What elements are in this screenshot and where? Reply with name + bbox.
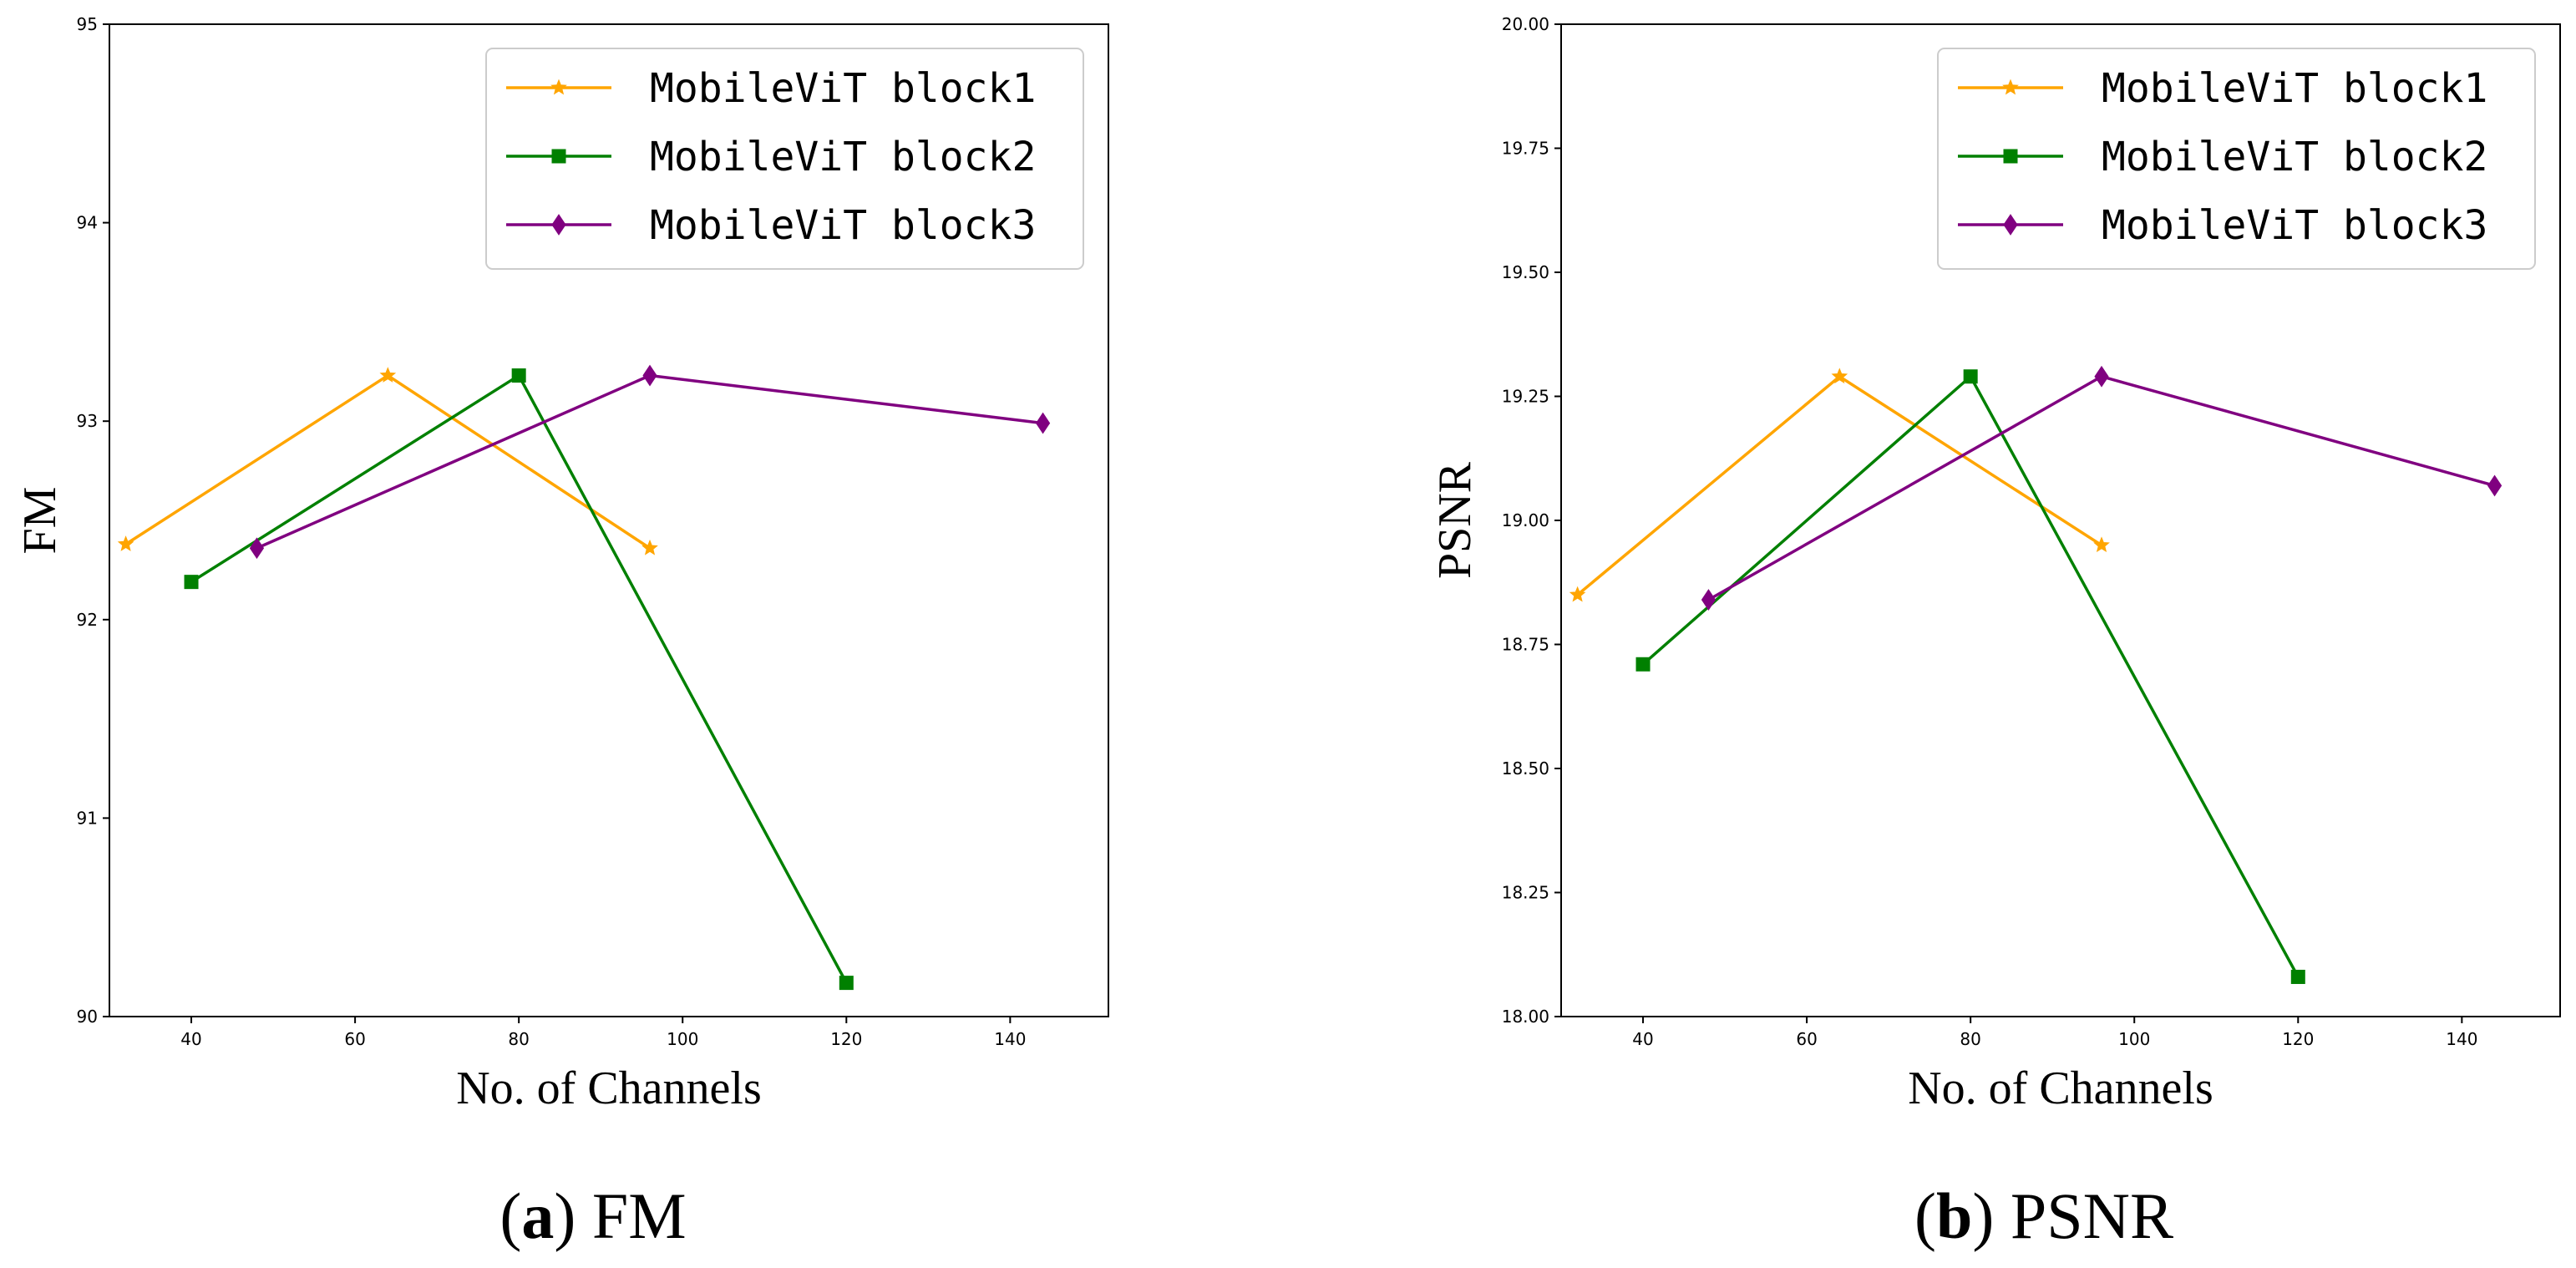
y-tick-label: 90 bbox=[77, 1007, 98, 1027]
data-point-block3 bbox=[642, 364, 657, 387]
y-tick-label: 93 bbox=[77, 411, 98, 431]
series-line-block1 bbox=[1576, 374, 2102, 596]
series-line-block2 bbox=[190, 373, 848, 984]
x-tick-label: 60 bbox=[1796, 1029, 1817, 1049]
x-tick-label: 120 bbox=[2282, 1029, 2314, 1049]
x-tick-label: 140 bbox=[2446, 1029, 2477, 1049]
data-point-block3 bbox=[2094, 365, 2109, 388]
legend-box bbox=[485, 48, 1084, 270]
chart-panel-fm: 40 60 80 100 120 140 90 91 92 93 94 95 No. of Channe… bbox=[14, 14, 1109, 1114]
legend-box bbox=[1937, 48, 2536, 270]
caption-a: (a) FM bbox=[499, 1179, 686, 1252]
x-tick-label: 80 bbox=[508, 1029, 529, 1049]
legend-entry-label: MobileViT block3 bbox=[650, 202, 1036, 249]
y-tick-label: 19.00 bbox=[1502, 510, 1549, 530]
series-line-block2 bbox=[1641, 373, 2300, 978]
legend-entry-label: MobileViT block1 bbox=[2102, 65, 2487, 112]
x-tick-label: 80 bbox=[1960, 1029, 1980, 1049]
data-point-block1 bbox=[641, 539, 658, 555]
x-tick-label: 40 bbox=[1632, 1029, 1653, 1049]
data-point-block1 bbox=[2093, 536, 2110, 553]
data-point-block1 bbox=[117, 535, 134, 551]
series-line-block1 bbox=[124, 373, 651, 550]
data-point-block2 bbox=[1635, 657, 1651, 672]
x-axis-label: No. of Channels bbox=[456, 1063, 762, 1114]
y-tick-label: 20.00 bbox=[1502, 14, 1549, 34]
legend-marker bbox=[2002, 79, 2019, 95]
y-tick-label: 18.50 bbox=[1502, 758, 1549, 779]
y-tick-label: 19.50 bbox=[1502, 262, 1549, 282]
data-point-block1 bbox=[1831, 368, 1848, 384]
y-tick-label: 19.75 bbox=[1502, 139, 1549, 159]
legend-entry-label: MobileViT block1 bbox=[650, 65, 1036, 112]
x-tick-label: 40 bbox=[180, 1029, 201, 1049]
data-point-block2 bbox=[1963, 369, 1978, 384]
legend-marker bbox=[551, 149, 566, 164]
data-point-block3 bbox=[1035, 412, 1051, 434]
legend-marker bbox=[551, 214, 566, 236]
y-tick-label: 18.25 bbox=[1502, 883, 1549, 903]
data-point-block2 bbox=[511, 368, 526, 383]
x-tick-label: 120 bbox=[830, 1029, 862, 1049]
x-axis-label: No. of Channels bbox=[1908, 1063, 2213, 1114]
legend-entry-label: MobileViT block3 bbox=[2102, 202, 2487, 249]
y-tick-label: 92 bbox=[77, 610, 98, 630]
legend-marker bbox=[2003, 214, 2018, 236]
legend-entry-label: MobileViT block2 bbox=[2102, 134, 2487, 180]
data-point-block2 bbox=[839, 976, 854, 991]
series-line-block3 bbox=[1707, 374, 2496, 601]
y-tick-label: 91 bbox=[77, 808, 98, 828]
data-point-block1 bbox=[1569, 586, 1586, 602]
data-point-block3 bbox=[2487, 474, 2502, 497]
x-tick-label: 100 bbox=[667, 1029, 698, 1049]
x-tick-label: 60 bbox=[344, 1029, 365, 1049]
x-tick-label: 140 bbox=[994, 1029, 1026, 1049]
data-point-block2 bbox=[2290, 969, 2305, 984]
data-point-block3 bbox=[1701, 589, 1716, 611]
x-tick-label: 100 bbox=[2118, 1029, 2150, 1049]
y-tick-label: 94 bbox=[77, 213, 98, 233]
y-tick-label: 18.75 bbox=[1502, 635, 1549, 655]
series-line-block3 bbox=[256, 373, 1043, 550]
caption-b: (b) PSNR bbox=[1914, 1179, 2173, 1252]
legend-marker bbox=[550, 79, 567, 95]
y-tick-label: 95 bbox=[77, 14, 98, 34]
legend-marker bbox=[2003, 149, 2018, 164]
y-axis-label: FM bbox=[14, 487, 66, 555]
data-point-block2 bbox=[184, 575, 199, 590]
chart-panel-psnr: 40 60 80 100 120 140 18.00 18.25 18.50 18.75 19.00… bbox=[1429, 14, 2561, 1114]
y-axis-label: PSNR bbox=[1429, 461, 1481, 579]
data-point-block1 bbox=[379, 367, 397, 383]
data-point-block3 bbox=[249, 537, 265, 560]
y-tick-label: 18.00 bbox=[1502, 1007, 1549, 1027]
legend-entry-label: MobileViT block2 bbox=[650, 134, 1036, 180]
plot-area-frame bbox=[109, 23, 1109, 1017]
y-tick-label: 19.25 bbox=[1502, 387, 1549, 407]
